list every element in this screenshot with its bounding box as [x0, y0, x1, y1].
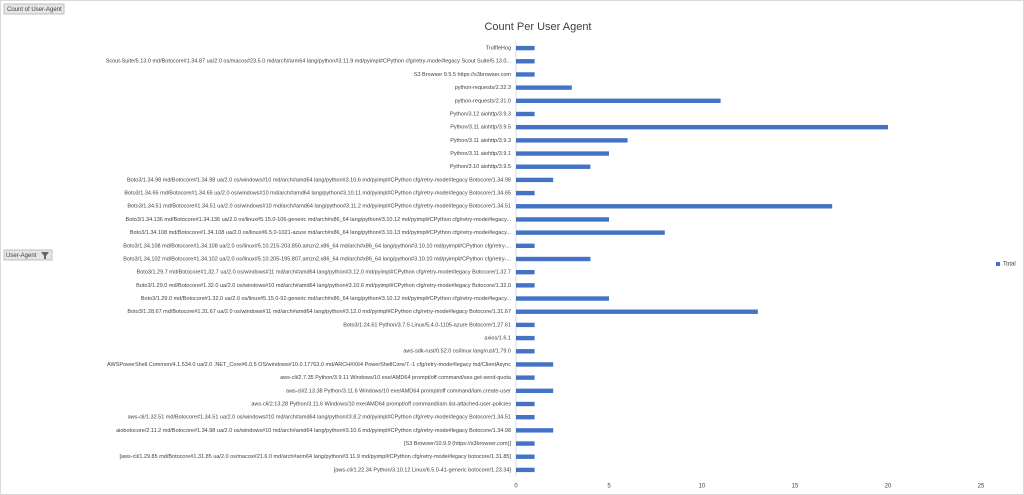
y-tick-label: Python/3.11 aiohttp/3.9.5 [450, 125, 511, 131]
y-tick-label: Python/3.11 aiohttp/3.9.1 [450, 151, 511, 157]
bar [516, 335, 535, 341]
y-tick-label: Boto3/1.29.0 md/Botocore#1.32.0 ua/2.0 o… [141, 296, 512, 302]
y-tick-label: aws-cli/2.13.38 Python/3.11.6 Windows/10… [286, 388, 511, 394]
bar [516, 85, 572, 90]
legend-label: Total [1003, 262, 1016, 268]
axis-field-label: User-Agent [6, 253, 37, 259]
y-tick-label: aws-sdk-rust/0.52.0 os/linux lang/rust/1… [403, 349, 511, 355]
y-tick-label: Python/3.10 aiohttp/3.9.5 [450, 164, 511, 170]
bar [516, 59, 535, 64]
y-tick-label: Python/3.12 aiohttp/3.9.3 [450, 111, 511, 117]
bar [516, 454, 535, 459]
y-tick-label: python-requests/2.31.0 [455, 98, 511, 104]
y-tick-label: TruffleHog [486, 46, 511, 52]
bar [516, 414, 535, 420]
bar [516, 124, 888, 130]
x-tick-label: 25 [978, 484, 985, 490]
y-tick-label: aws-cli/2.7.35 Python/3.9.11 Windows/10 … [280, 375, 512, 381]
y-tick-label: [aws-cli/1.29.85 md/Botocore#1.31.85 ua/… [119, 454, 511, 460]
y-tick-label: [aws-cli/1.22.34 Python/3.10.12 Linux/6.… [334, 467, 512, 473]
bar [516, 283, 535, 288]
y-tick-label: Boto3/1.34.65 md/Botocore#1.34.65 ua/2.0… [124, 191, 511, 197]
bar [516, 243, 535, 249]
y-tick-label: axios/1.6.1 [484, 336, 511, 342]
bar [516, 204, 833, 209]
bar [516, 164, 591, 169]
x-tick-label: 20 [885, 484, 892, 490]
bar [516, 362, 554, 367]
axis-field-button[interactable] [3, 249, 53, 261]
y-tick-label: Boto3/1.34.51 md/Botocore#1.34.51 ua/2.0… [127, 204, 511, 210]
bar [516, 151, 609, 156]
y-tick-label: Boto3/1.24.61 Python/3.7.5 Linux/5.4.0-1… [343, 322, 511, 328]
bar [516, 190, 535, 196]
bar [516, 256, 591, 262]
filter-icon[interactable] [41, 252, 49, 259]
bar [516, 388, 554, 394]
bar [516, 138, 628, 143]
y-tick-label: Boto3/1.29.0 md/Botocore#1.32.0 ua/2.0 o… [136, 283, 511, 289]
x-tick-label: 0 [514, 484, 518, 490]
y-tick-label: AWSPowerShell.Common/4.1.534.0 ua/2.0 .N… [107, 362, 511, 368]
bar [516, 401, 535, 407]
y-tick-label: Boto3/1.34.108 md/Botocore#1.34.108 ua/2… [123, 243, 511, 249]
y-tick-label: S3 Browser 9.5.5 https://s3browser.com [414, 72, 512, 78]
value-field-label: Count of User-Agent [7, 7, 62, 13]
bar [516, 296, 609, 301]
y-tick-label: aiobotocore/2.11.2 md/Botocore#1.34.98 u… [116, 428, 511, 434]
y-tick-label: aws-cli/1.32.51 md/Botocore#1.34.51 ua/2… [128, 415, 511, 421]
bar [516, 428, 554, 433]
bar [516, 309, 758, 314]
bar [516, 45, 535, 51]
bar [516, 177, 554, 183]
bar [516, 98, 721, 104]
bar [516, 111, 535, 117]
bar [516, 467, 535, 473]
bar [516, 349, 535, 354]
chart-title: Count Per User Agent [484, 21, 591, 33]
x-tick-label: 15 [792, 484, 799, 490]
bar [516, 375, 535, 380]
y-tick-label: Boto3/1.34.108 md/Botocore#1.34.108 ua/2… [130, 230, 512, 236]
y-tick-label: Boto3/1.34.102 md/Botocore#1.34.102 ua/2… [123, 256, 511, 262]
y-tick-label: Python/3.11 aiohttp/3.9.3 [450, 138, 511, 144]
x-tick-label: 10 [699, 484, 706, 490]
legend-swatch [996, 262, 1000, 266]
bar [516, 269, 535, 275]
bar [516, 72, 535, 77]
bar [516, 322, 535, 328]
bar [516, 441, 535, 446]
bar [516, 230, 665, 235]
y-tick-label: Boto3/1.34.98 md/Botocore#1.34.98 ua/2.0… [127, 177, 511, 183]
y-tick-label: Boto3/1.28.67 md/Botocore#1.31.67 ua/2.0… [127, 309, 511, 315]
y-tick-label: python-requests/2.32.3 [455, 85, 511, 91]
y-tick-label: Boto3/1.34.136 md/Botocore#1.34.136 ua/2… [126, 217, 512, 223]
y-tick-label: Boto3/1.29.7 md/Botocore#1.32.7 ua/2.0 o… [137, 270, 511, 276]
x-tick-label: 5 [607, 484, 611, 490]
bar [516, 217, 609, 222]
value-field-button[interactable] [3, 3, 65, 15]
y-tick-label: Scout-Suite/5.13.0 md/Botocore#1.34.87 u… [106, 59, 512, 65]
y-tick-label: aws-cli/2.13.28 Python/3.11.6 Windows/10… [251, 401, 511, 407]
y-tick-label: [S3 Browser/10.9.9 (https://s3browser.co… [404, 441, 511, 447]
